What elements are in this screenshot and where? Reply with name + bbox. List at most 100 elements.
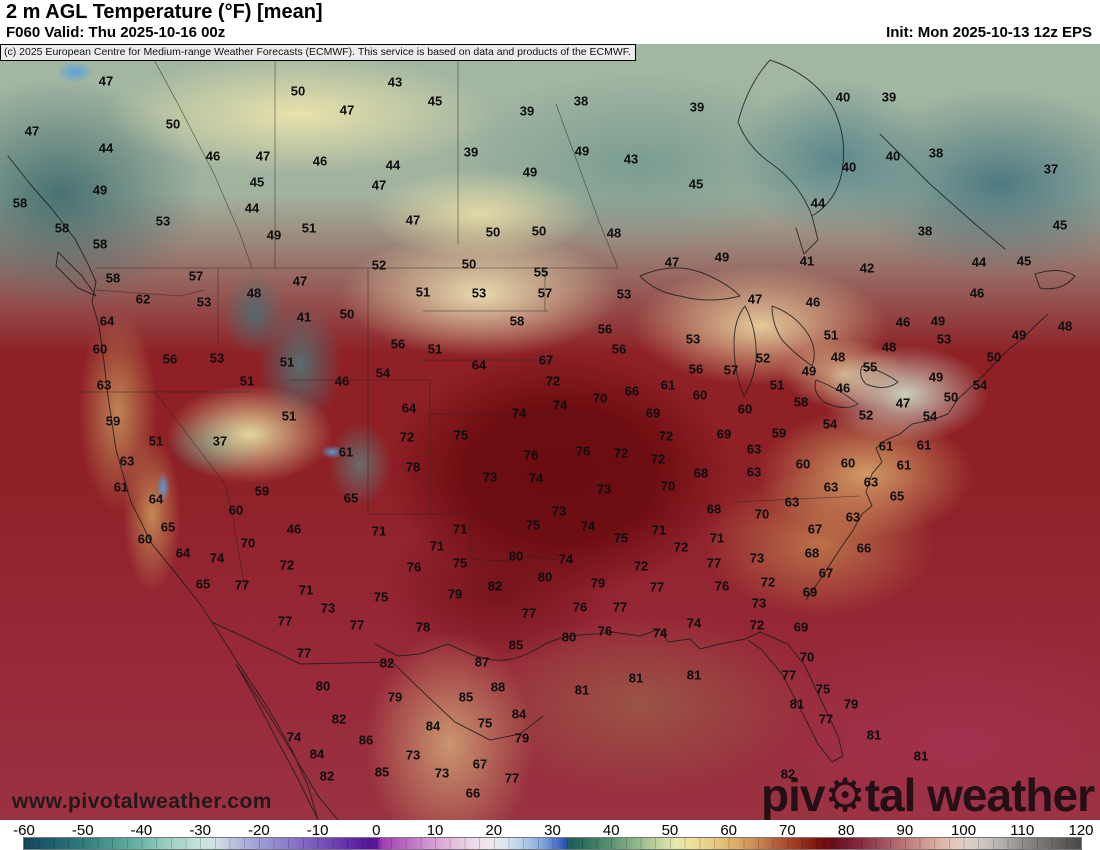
- temp-label: 44: [244, 200, 260, 216]
- temp-label: 51: [301, 220, 317, 236]
- temp-label: 70: [240, 535, 256, 551]
- temp-label: 72: [633, 558, 649, 574]
- temp-label: 54: [972, 377, 988, 393]
- temp-label: 61: [878, 438, 894, 454]
- temp-label: 49: [801, 363, 817, 379]
- colorbar-tick: 10: [426, 822, 444, 839]
- colorbar-tick: 40: [602, 822, 620, 839]
- temp-label: 48: [830, 349, 846, 365]
- temp-label: 74: [552, 397, 568, 413]
- colorbar-tick: 0: [372, 822, 381, 839]
- temp-label: 77: [706, 555, 722, 571]
- valid-time-label: F060 Valid: Thu 2025-10-16 00z: [6, 24, 226, 41]
- temp-label: 88: [490, 679, 506, 695]
- temp-label: 56: [611, 341, 627, 357]
- temp-label: 62: [135, 291, 151, 307]
- temp-label: 48: [246, 285, 262, 301]
- temp-label: 79: [447, 586, 463, 602]
- temp-label: 72: [760, 574, 776, 590]
- colorbar-tick: 30: [544, 822, 561, 839]
- temp-label: 79: [843, 696, 859, 712]
- temp-label: 49: [92, 182, 108, 198]
- temp-label: 77: [649, 579, 665, 595]
- colorbar-gradient: [23, 837, 1082, 850]
- temp-label: 77: [504, 770, 520, 786]
- temp-label: 74: [580, 518, 596, 534]
- temp-label: 76: [572, 599, 588, 615]
- colorbar-tick: 110: [1010, 822, 1035, 839]
- temp-label: 84: [309, 746, 325, 762]
- temp-label: 75: [525, 517, 541, 533]
- temperature-map: 47 50 43 45 39 38 39 40 39 47 47 50 44 46 47 46 45 44 49 53…: [0, 44, 1100, 820]
- temp-label: 76: [523, 447, 539, 463]
- temp-label: 51: [823, 327, 839, 343]
- temp-label: 46: [805, 294, 821, 310]
- temp-label: 43: [623, 151, 639, 167]
- temp-label: 64: [471, 357, 487, 373]
- temp-label: 77: [277, 613, 293, 629]
- temp-label: 65: [889, 488, 905, 504]
- temp-label: 72: [613, 445, 629, 461]
- temp-label: 44: [971, 254, 987, 270]
- temp-label: 40: [885, 148, 901, 164]
- temp-label: 69: [645, 405, 661, 421]
- temp-label: 82: [487, 578, 503, 594]
- temp-label: 40: [841, 159, 857, 175]
- temp-label: 41: [296, 309, 312, 325]
- lake-michigan-path: [733, 305, 757, 397]
- temp-label: 72: [658, 428, 674, 444]
- temp-label: 75: [477, 715, 493, 731]
- temp-label: 46: [286, 521, 302, 537]
- temp-label: 71: [429, 538, 445, 554]
- east-coastline-path: [805, 313, 1049, 601]
- temp-label: 63: [784, 494, 800, 510]
- temp-label: 73: [751, 595, 767, 611]
- temp-label: 58: [92, 236, 108, 252]
- temp-label: 61: [916, 437, 932, 453]
- temp-label: 60: [692, 387, 708, 403]
- temp-label: 63: [845, 509, 861, 525]
- temp-label: 50: [290, 83, 306, 99]
- temp-label: 77: [781, 667, 797, 683]
- temp-label: 44: [385, 157, 401, 173]
- temp-label: 46: [205, 148, 221, 164]
- temp-label: 39: [519, 103, 535, 119]
- temp-label: 71: [709, 530, 725, 546]
- temp-label: 46: [969, 285, 985, 301]
- watermark-url: www.pivotalweather.com: [12, 790, 272, 813]
- temp-label: 51: [239, 373, 255, 389]
- colorbar-tick: 50: [661, 822, 679, 839]
- temp-label: 58: [793, 394, 809, 410]
- temp-label: 57: [188, 268, 204, 284]
- colorbar: -60 -50 -40 -30 -20 -10 0 10 20 30 40 50 60 70 80 90 100…: [0, 820, 1100, 850]
- temp-label: 39: [881, 89, 897, 105]
- temp-label: 71: [651, 522, 667, 538]
- temp-label: 51: [281, 408, 297, 424]
- temp-label: 49: [928, 369, 944, 385]
- temp-label: 47: [371, 177, 387, 193]
- temp-label: 76: [597, 623, 613, 639]
- temp-label: 78: [415, 619, 431, 635]
- temp-label: 57: [723, 362, 739, 378]
- vancouver-island-path: [55, 251, 97, 297]
- temp-label: 52: [858, 407, 874, 423]
- temp-label: 47: [895, 395, 911, 411]
- temp-label: 65: [195, 576, 211, 592]
- colorbar-tick: -20: [248, 822, 270, 839]
- temp-label: 38: [917, 223, 933, 239]
- colorbar-tick: -30: [189, 822, 211, 839]
- temp-label: 68: [693, 465, 709, 481]
- temp-label: 41: [799, 253, 815, 269]
- temp-label: 82: [331, 711, 347, 727]
- temp-label: 47: [292, 273, 308, 289]
- temp-label: 74: [558, 551, 574, 567]
- temp-label: 70: [754, 506, 770, 522]
- temp-label: 48: [1057, 318, 1073, 334]
- temp-label: 68: [706, 501, 722, 517]
- colorbar-tick: 60: [720, 822, 737, 839]
- temp-label: 79: [387, 689, 403, 705]
- temp-label: 66: [624, 383, 640, 399]
- temp-label: 75: [453, 427, 469, 443]
- temp-label: 56: [597, 321, 613, 337]
- temp-label: 54: [822, 416, 838, 432]
